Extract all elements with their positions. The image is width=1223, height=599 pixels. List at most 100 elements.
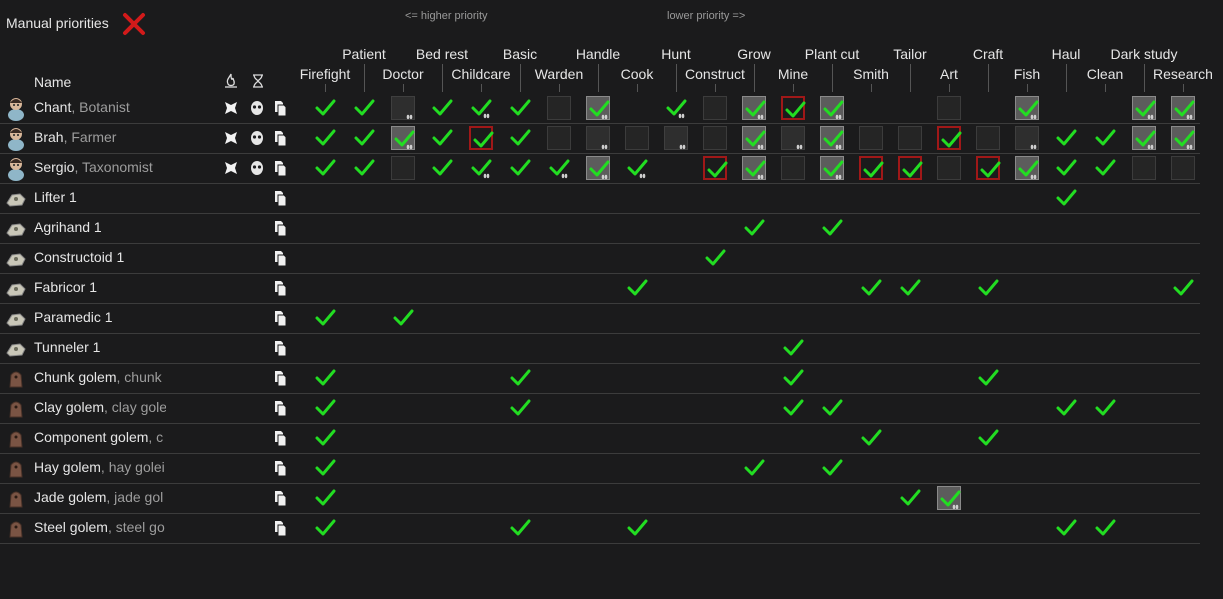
copy-paste-icon[interactable]	[272, 99, 288, 117]
work-toggle-mine[interactable]	[781, 336, 805, 360]
work-type-header-mine[interactable]: Mine	[777, 66, 809, 82]
work-toggle-plant-cut[interactable]	[820, 216, 844, 240]
work-toggle-grow[interactable]	[742, 126, 766, 150]
work-type-header-tailor[interactable]: Tailor	[893, 46, 927, 62]
work-toggle-childcare[interactable]	[469, 126, 494, 150]
work-toggle-art[interactable]	[937, 96, 961, 120]
work-toggle-childcare[interactable]	[469, 96, 493, 120]
work-toggle-smith[interactable]	[859, 276, 883, 300]
pawn-name[interactable]: Tunneler 1	[34, 339, 166, 355]
copy-paste-icon[interactable]	[272, 399, 288, 417]
work-toggle-basic[interactable]	[508, 516, 532, 540]
work-toggle-research[interactable]	[1171, 126, 1195, 150]
work-toggle-grow[interactable]	[742, 156, 766, 180]
work-toggle-firefight[interactable]	[313, 456, 337, 480]
close-icon[interactable]	[122, 12, 146, 36]
work-toggle-smith[interactable]	[859, 426, 883, 450]
work-toggle-bed-rest[interactable]	[430, 156, 454, 180]
work-toggle-hunt[interactable]	[664, 96, 688, 120]
work-toggle-mine[interactable]	[781, 156, 805, 180]
work-type-header-firefight[interactable]: Firefight	[299, 66, 351, 82]
work-type-header-hunt[interactable]: Hunt	[661, 46, 691, 62]
copy-paste-icon[interactable]	[272, 159, 288, 177]
work-type-header-smith[interactable]: Smith	[853, 66, 889, 82]
work-toggle-patient[interactable]	[352, 126, 376, 150]
copy-paste-icon[interactable]	[272, 249, 288, 267]
work-toggle-smith[interactable]	[859, 126, 883, 150]
work-type-header-childcare[interactable]: Childcare	[451, 66, 511, 82]
work-type-header-craft[interactable]: Craft	[972, 46, 1004, 62]
work-toggle-handle[interactable]	[586, 96, 610, 120]
work-toggle-art[interactable]	[937, 156, 961, 180]
work-type-header-patient[interactable]: Patient	[342, 46, 386, 62]
work-type-header-handle[interactable]: Handle	[575, 46, 621, 62]
work-type-header-warden[interactable]: Warden	[534, 66, 584, 82]
work-toggle-basic[interactable]	[508, 156, 532, 180]
work-toggle-patient[interactable]	[352, 156, 376, 180]
work-toggle-plant-cut[interactable]	[820, 156, 844, 180]
work-toggle-firefight[interactable]	[313, 366, 337, 390]
work-toggle-hunt[interactable]	[664, 126, 688, 150]
work-toggle-doctor[interactable]	[391, 306, 415, 330]
work-toggle-tailor[interactable]	[898, 276, 922, 300]
work-toggle-cook[interactable]	[625, 126, 649, 150]
work-toggle-plant-cut[interactable]	[820, 456, 844, 480]
work-toggle-craft[interactable]	[976, 156, 1001, 180]
copy-paste-icon[interactable]	[272, 489, 288, 507]
work-toggle-cook[interactable]	[625, 156, 649, 180]
work-toggle-doctor[interactable]	[391, 126, 415, 150]
work-toggle-plant-cut[interactable]	[820, 96, 844, 120]
work-toggle-grow[interactable]	[742, 216, 766, 240]
copy-paste-icon[interactable]	[272, 129, 288, 147]
work-toggle-basic[interactable]	[508, 126, 532, 150]
work-toggle-mine[interactable]	[781, 366, 805, 390]
fire-icon[interactable]	[223, 99, 239, 117]
mask-icon[interactable]	[249, 159, 265, 177]
work-toggle-tailor[interactable]	[898, 156, 923, 180]
pawn-name[interactable]: Chant, Botanist	[34, 99, 166, 115]
work-toggle-construct[interactable]	[703, 126, 727, 150]
work-type-header-dark-study[interactable]: Dark study	[1110, 46, 1178, 62]
work-toggle-handle[interactable]	[586, 156, 610, 180]
work-toggle-firefight[interactable]	[313, 156, 337, 180]
work-toggle-construct[interactable]	[703, 156, 728, 180]
work-toggle-fish[interactable]	[1015, 96, 1039, 120]
work-toggle-childcare[interactable]	[469, 156, 493, 180]
work-type-header-clean[interactable]: Clean	[1086, 66, 1124, 82]
work-toggle-basic[interactable]	[508, 366, 532, 390]
work-toggle-warden[interactable]	[547, 96, 571, 120]
copy-paste-icon[interactable]	[272, 459, 288, 477]
work-toggle-clean[interactable]	[1093, 156, 1117, 180]
work-toggle-haul[interactable]	[1054, 156, 1078, 180]
work-toggle-research[interactable]	[1171, 96, 1195, 120]
work-toggle-construct[interactable]	[703, 246, 727, 270]
work-toggle-tailor[interactable]	[898, 126, 922, 150]
work-toggle-haul[interactable]	[1054, 126, 1078, 150]
work-type-header-research[interactable]: Research	[1153, 66, 1213, 82]
work-type-header-grow[interactable]: Grow	[737, 46, 771, 62]
work-toggle-grow[interactable]	[742, 456, 766, 480]
copy-paste-icon[interactable]	[272, 189, 288, 207]
work-toggle-firefight[interactable]	[313, 486, 337, 510]
work-toggle-firefight[interactable]	[313, 396, 337, 420]
work-toggle-firefight[interactable]	[313, 126, 337, 150]
work-toggle-firefight[interactable]	[313, 306, 337, 330]
copy-paste-icon[interactable]	[272, 219, 288, 237]
work-toggle-clean[interactable]	[1093, 516, 1117, 540]
work-toggle-patient[interactable]	[352, 96, 376, 120]
work-toggle-firefight[interactable]	[313, 96, 337, 120]
work-toggle-cook[interactable]	[625, 276, 649, 300]
work-toggle-mine[interactable]	[781, 126, 805, 150]
copy-paste-icon[interactable]	[272, 339, 288, 357]
pawn-name[interactable]: Constructoid 1	[34, 249, 166, 265]
fire-sort-icon[interactable]	[223, 73, 239, 89]
work-toggle-cook[interactable]	[625, 516, 649, 540]
work-toggle-dark-study[interactable]	[1132, 156, 1156, 180]
work-toggle-fish[interactable]	[1015, 126, 1039, 150]
work-toggle-plant-cut[interactable]	[820, 396, 844, 420]
work-type-header-basic[interactable]: Basic	[502, 46, 538, 62]
work-toggle-firefight[interactable]	[313, 516, 337, 540]
work-toggle-clean[interactable]	[1093, 396, 1117, 420]
work-toggle-grow[interactable]	[742, 96, 766, 120]
pawn-name[interactable]: Agrihand 1	[34, 219, 166, 235]
